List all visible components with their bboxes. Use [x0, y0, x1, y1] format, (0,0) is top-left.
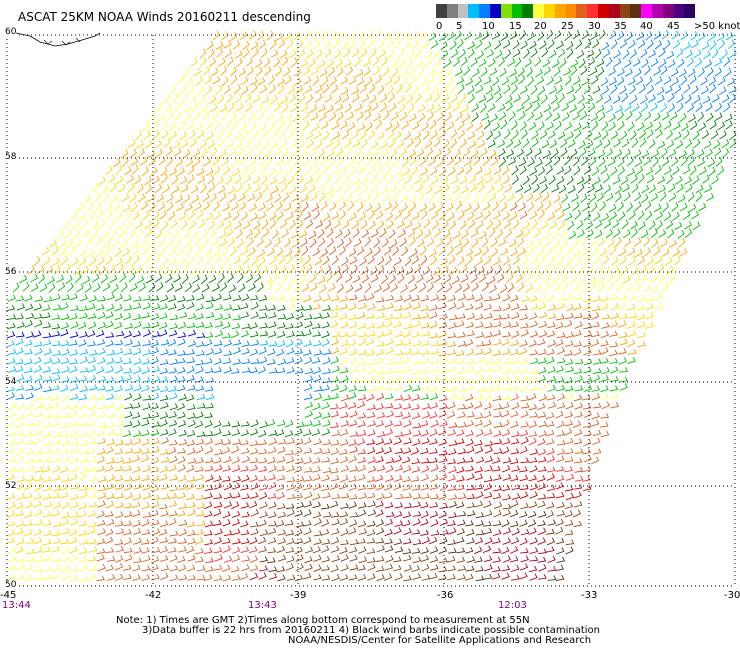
- legend-label: 40: [640, 21, 653, 32]
- map-title: ASCAT 25KM NOAA Winds 20160211 descendin…: [18, 10, 311, 24]
- legend-label: 45: [667, 21, 680, 32]
- legend-swatch: [533, 4, 545, 18]
- legend-label: 35: [614, 21, 627, 32]
- legend-swatch: [554, 4, 566, 18]
- legend-label: >50 knots: [694, 21, 740, 32]
- lat-lon-grid: [6, 34, 736, 587]
- legend-swatch: [436, 4, 447, 18]
- legend-swatch: [608, 4, 620, 18]
- lon-label: -45: [0, 590, 17, 601]
- time-label: 12:03: [498, 600, 527, 611]
- legend-swatch: [662, 4, 674, 18]
- lat-label: 50: [5, 580, 17, 590]
- legend-swatch: [468, 4, 480, 18]
- legend-swatch: [619, 4, 631, 18]
- legend-swatch: [490, 4, 501, 18]
- legend-swatch: [673, 4, 685, 18]
- lat-label: 60: [5, 27, 17, 37]
- lon-label: -42: [145, 590, 162, 601]
- time-label: 13:44: [2, 600, 31, 611]
- legend-swatch: [522, 4, 534, 18]
- legend-swatch: [652, 4, 663, 18]
- legend-label: 25: [561, 21, 574, 32]
- note-line: NOAA/NESDIS/Center for Satellite Applica…: [288, 635, 592, 646]
- lat-label: 58: [5, 152, 17, 162]
- legend-swatch: [576, 4, 588, 18]
- lon-label: -39: [290, 590, 307, 601]
- note-line: Note: 1) Times are GMT 2)Times along bot…: [116, 615, 530, 626]
- legend-swatch: [630, 4, 642, 18]
- legend-label: 30: [588, 21, 601, 32]
- wind-speed-legend: 0 5 10 15 20 25 30 35 40 45 >50 knots: [436, 4, 740, 36]
- legend-label: 5: [456, 21, 463, 32]
- legend-swatch: [446, 4, 458, 18]
- legend-swatch: [641, 4, 653, 18]
- wind-barbs: [6, 29, 737, 582]
- time-label: 13:43: [248, 600, 277, 611]
- legend-swatch: [587, 4, 599, 18]
- lat-label: 54: [5, 377, 17, 387]
- note-line: 3)Data buffer is 22 hrs from 20160211 4)…: [142, 625, 600, 636]
- lon-label: -33: [581, 590, 598, 601]
- legend-label: 20: [534, 21, 547, 32]
- lat-label: 52: [5, 481, 17, 491]
- legend-swatch: [684, 4, 696, 18]
- lon-label: -36: [437, 590, 454, 601]
- legend-swatch: [598, 4, 609, 18]
- legend-swatch: [479, 4, 491, 18]
- legend-label: 0: [436, 21, 443, 32]
- legend-label: 10: [482, 21, 495, 32]
- legend-swatch: [544, 4, 555, 18]
- legend-label: 15: [509, 21, 522, 32]
- legend-swatch: [457, 4, 469, 18]
- greenland-coastline: [15, 32, 101, 47]
- lon-label: -30: [724, 590, 740, 601]
- legend-swatch: [565, 4, 577, 18]
- legend-swatch: [500, 4, 512, 18]
- lat-label: 56: [5, 267, 17, 277]
- legend-swatch: [511, 4, 523, 18]
- notes: Note: 1) Times are GMT 2)Times along bot…: [116, 616, 600, 646]
